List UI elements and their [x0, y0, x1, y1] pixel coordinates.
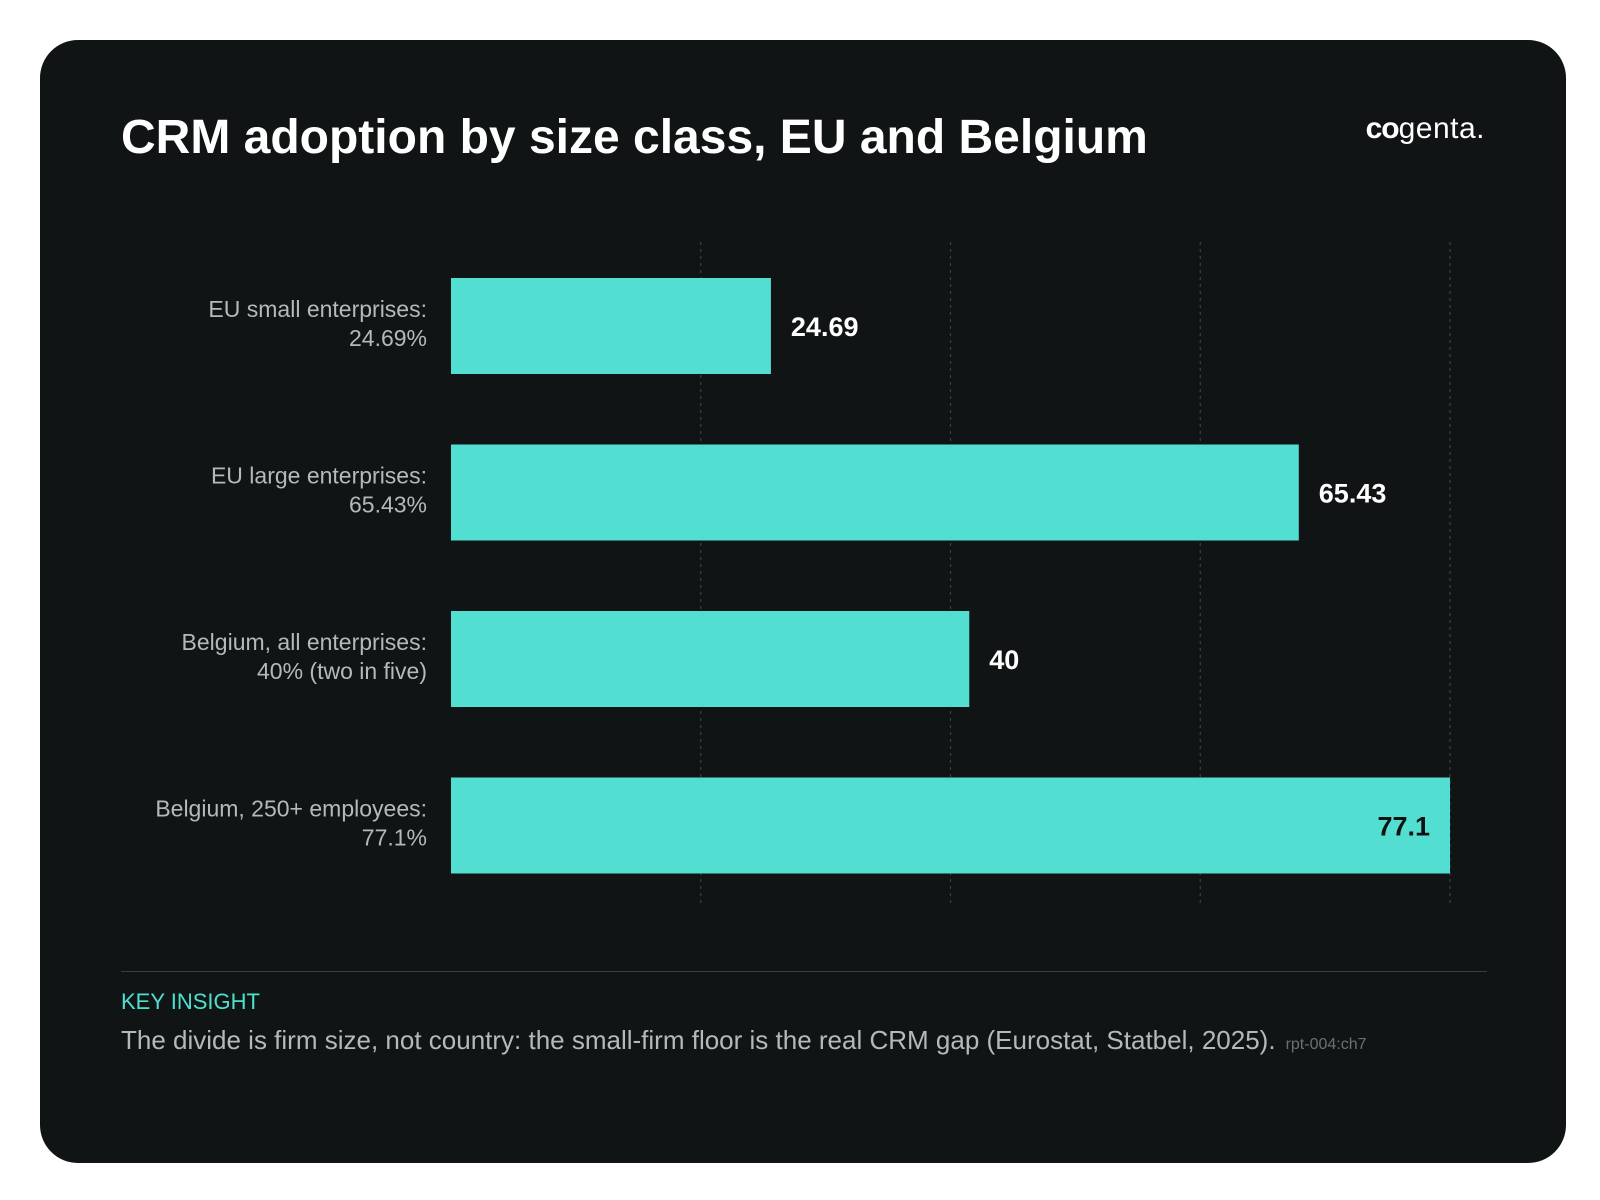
key-insight-label: KEY INSIGHT — [121, 989, 260, 1014]
value-label: 77.1 — [1377, 812, 1430, 842]
value-labels: 24.69 65.43 40 77.1 — [791, 312, 1430, 842]
divider — [121, 971, 1487, 972]
category-label: EU large enterprises: 65.43% — [211, 463, 427, 518]
chart-title: CRM adoption by size class, EU and Belgi… — [121, 111, 1148, 164]
bar-chart: EU small enterprises: 24.69% EU large ente… — [155, 242, 1451, 906]
value-label: 40 — [989, 645, 1019, 675]
value-label: 24.69 — [791, 312, 859, 342]
value-label: 65.43 — [1319, 479, 1387, 509]
category-label: EU small enterprises: 24.69% — [208, 296, 427, 351]
bar — [451, 444, 1299, 541]
key-insight: The divide is firm size, not country: th… — [121, 1025, 1367, 1056]
category-label: Belgium, all enterprises: 40% (two in fiv… — [182, 629, 427, 684]
brand-logo: cogenta. — [1365, 112, 1485, 145]
bar — [451, 278, 771, 374]
key-insight-text: The divide is firm size, not country: th… — [121, 1025, 1276, 1055]
chart-card: CRM adoption by size class, EU and Belgi… — [40, 40, 1566, 1163]
category-labels: EU small enterprises: 24.69% EU large ente… — [155, 296, 427, 851]
bar — [451, 777, 1450, 874]
category-label: Belgium, 250+ employees: 77.1% — [155, 796, 427, 851]
report-reference: rpt-004:ch7 — [1285, 1036, 1367, 1053]
bar — [451, 611, 970, 707]
bars — [451, 278, 1450, 874]
